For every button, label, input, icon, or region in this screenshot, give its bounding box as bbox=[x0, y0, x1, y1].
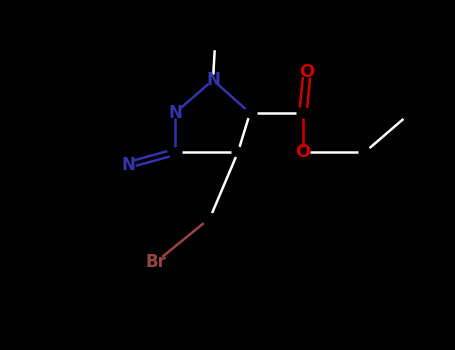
Text: O: O bbox=[299, 63, 314, 81]
Text: N: N bbox=[121, 156, 135, 174]
Text: Br: Br bbox=[146, 253, 167, 271]
Text: O: O bbox=[295, 143, 311, 161]
Text: N: N bbox=[168, 104, 182, 122]
Text: N: N bbox=[206, 71, 220, 89]
